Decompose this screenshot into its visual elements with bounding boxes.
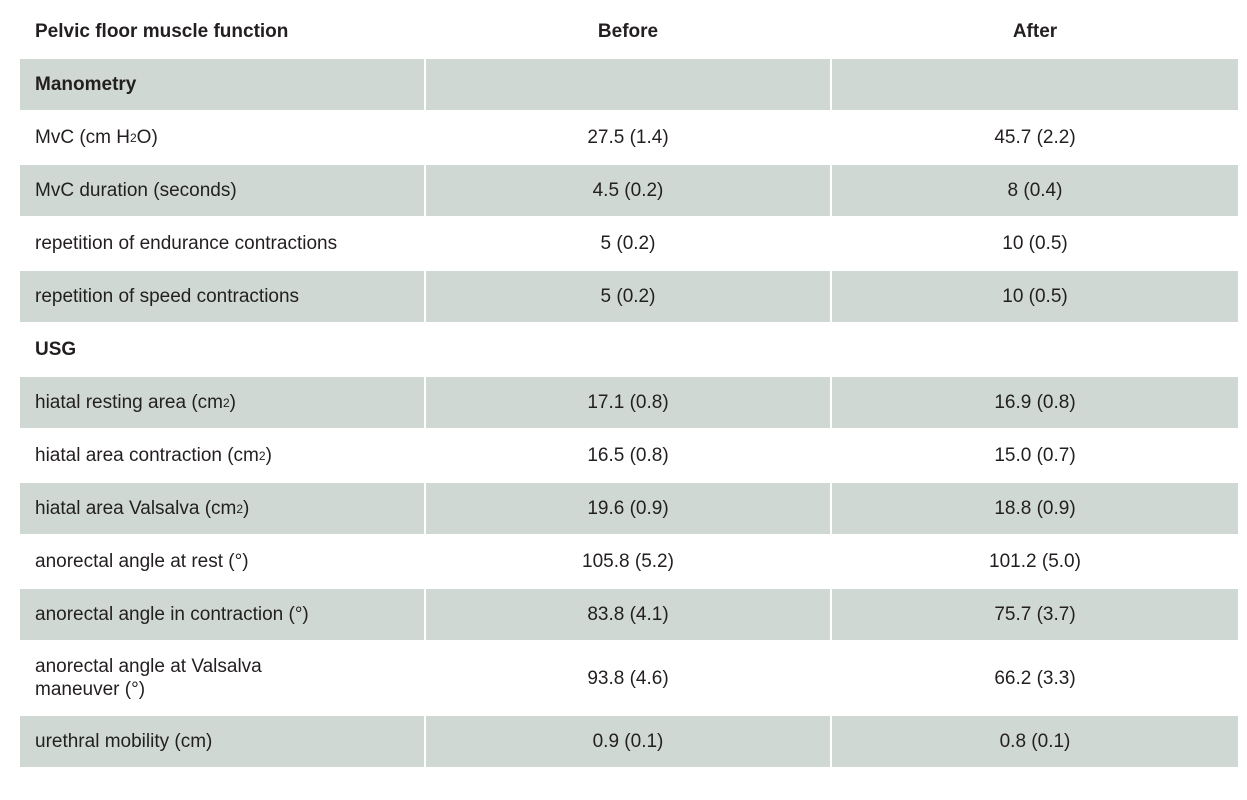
row-label-text: O)	[136, 127, 158, 148]
header-function: Pelvic floor muscle function	[35, 21, 289, 42]
after-value: 16.9 (0.8)	[832, 377, 1238, 428]
row-label: MvC (cm H 2 O)	[35, 127, 158, 148]
row-label: repetition of speed contractions	[20, 271, 424, 322]
table-row: repetition of endurance contractions 5 (…	[20, 218, 1238, 269]
before-value: 4.5 (0.2)	[426, 165, 830, 216]
row-label: MvC duration (seconds)	[20, 165, 424, 216]
after-value: 15.0 (0.7)	[994, 445, 1076, 466]
section-row-usg: USG	[20, 324, 1238, 375]
before-value: 5 (0.2)	[600, 233, 656, 254]
before-value: 17.1 (0.8)	[426, 377, 830, 428]
row-label-text: )	[265, 445, 272, 466]
section-row-manometry: Manometry	[20, 59, 1238, 110]
table-row: MvC (cm H 2 O) 27.5 (1.4) 45.7 (2.2)	[20, 112, 1238, 163]
after-value: 66.2 (3.3)	[994, 667, 1076, 689]
row-label-text: hiatal resting area (cm	[35, 392, 223, 413]
after-value: 18.8 (0.9)	[832, 483, 1238, 534]
row-label: anorectal angle in contraction (°)	[20, 589, 424, 640]
row-label: hiatal resting area (cm 2)	[20, 377, 424, 428]
table-header-row: Pelvic floor muscle function Before Afte…	[20, 6, 1238, 57]
empty-cell	[426, 59, 830, 110]
row-label-text: MvC (cm H	[35, 127, 130, 148]
row-label: hiatal area contraction (cm 2)	[35, 445, 272, 466]
before-value: 27.5 (1.4)	[587, 127, 669, 148]
before-value: 105.8 (5.2)	[582, 551, 674, 572]
row-label-text: hiatal area Valsalva (cm	[35, 498, 237, 519]
empty-cell	[426, 324, 830, 375]
row-label: hiatal area Valsalva (cm 2)	[20, 483, 424, 534]
after-value: 0.8 (0.1)	[832, 716, 1238, 767]
table-row: anorectal angle at Valsalva maneuver (°)…	[20, 642, 1238, 714]
table-row: urethral mobility (cm) 0.9 (0.1) 0.8 (0.…	[20, 716, 1238, 767]
row-label: repetition of endurance contractions	[35, 233, 338, 254]
table-row: repetition of speed contractions 5 (0.2)…	[20, 271, 1238, 322]
table-row: hiatal resting area (cm 2) 17.1 (0.8) 16.…	[20, 377, 1238, 428]
before-value: 83.8 (4.1)	[426, 589, 830, 640]
after-value: 10 (0.5)	[832, 271, 1238, 322]
after-value: 101.2 (5.0)	[989, 551, 1081, 572]
results-table: Pelvic floor muscle function Before Afte…	[20, 6, 1238, 769]
table-row: hiatal area contraction (cm 2) 16.5 (0.8)…	[20, 430, 1238, 481]
empty-cell	[832, 59, 1238, 110]
before-value: 19.6 (0.9)	[426, 483, 830, 534]
after-value: 8 (0.4)	[832, 165, 1238, 216]
row-label-text: hiatal area contraction (cm	[35, 445, 259, 466]
after-value: 75.7 (3.7)	[832, 589, 1238, 640]
row-label: anorectal angle at Valsalva maneuver (°)	[35, 656, 262, 700]
table-row: MvC duration (seconds) 4.5 (0.2) 8 (0.4)	[20, 165, 1238, 216]
row-label-text: )	[229, 392, 236, 413]
after-value: 45.7 (2.2)	[994, 127, 1076, 148]
row-label: urethral mobility (cm)	[20, 716, 424, 767]
before-value: 16.5 (0.8)	[587, 445, 669, 466]
row-label-text: )	[243, 498, 250, 519]
table-row: hiatal area Valsalva (cm 2) 19.6 (0.9) 18…	[20, 483, 1238, 534]
table-row: anorectal angle at rest (°) 105.8 (5.2) …	[20, 536, 1238, 587]
section-label-usg: USG	[35, 339, 77, 360]
after-value: 10 (0.5)	[1002, 233, 1068, 254]
header-before: Before	[597, 21, 659, 42]
before-value: 0.9 (0.1)	[426, 716, 830, 767]
section-label-manometry: Manometry	[20, 59, 424, 110]
table-row: anorectal angle in contraction (°) 83.8 …	[20, 589, 1238, 640]
before-value: 93.8 (4.6)	[587, 667, 669, 689]
row-label: anorectal angle at rest (°)	[35, 551, 249, 572]
before-value: 5 (0.2)	[426, 271, 830, 322]
empty-cell	[832, 324, 1238, 375]
header-after: After	[1012, 21, 1058, 42]
